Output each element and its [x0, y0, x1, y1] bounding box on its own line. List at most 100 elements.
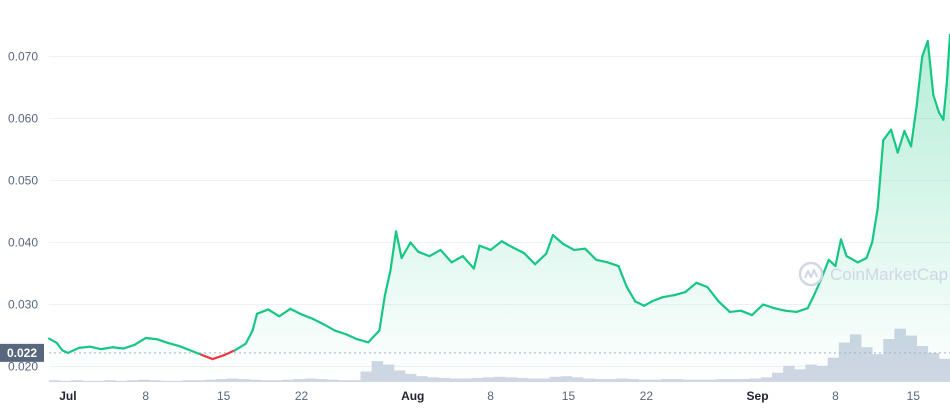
price-segment — [750, 303, 765, 317]
price-segment — [856, 256, 868, 264]
x-tick-label: 22 — [640, 389, 654, 403]
price-segment — [178, 344, 192, 352]
price-segment — [773, 307, 787, 312]
price-segment — [417, 250, 431, 258]
price-segment — [795, 307, 809, 314]
coinmarketcap-watermark: CoinMarketCap — [798, 261, 948, 287]
price-segment — [155, 338, 170, 345]
price-segment — [606, 261, 620, 268]
y-tick-label: 0.050 — [8, 174, 38, 188]
price-segment — [383, 269, 392, 297]
price-segment — [122, 343, 136, 350]
x-axis-ticks: Jul 8 15 22 Aug 8 15 22 Sep 8 15 — [59, 389, 920, 403]
price-segment — [222, 349, 236, 357]
price-segment — [684, 281, 698, 294]
price-segment — [706, 286, 720, 303]
price-segment — [394, 230, 403, 260]
price-segment — [511, 246, 526, 255]
price-segment — [945, 33, 950, 86]
price-segment — [489, 240, 503, 252]
price-segment — [200, 353, 214, 361]
price-segment — [661, 294, 676, 299]
price-segment — [478, 244, 492, 252]
price-segment — [876, 139, 885, 210]
price-segment — [717, 300, 731, 314]
price-segment — [545, 233, 554, 255]
price-segment — [439, 248, 453, 264]
price-segment — [55, 341, 64, 352]
price-segment — [572, 247, 587, 252]
price-segment — [845, 255, 859, 264]
price-segment — [311, 317, 325, 326]
x-tick-label: 15 — [217, 389, 231, 403]
price-segment — [233, 342, 247, 352]
y-tick-label: 0.040 — [8, 236, 38, 250]
price-segment — [522, 251, 537, 266]
x-tick-label: Aug — [401, 389, 424, 403]
price-segment — [932, 93, 940, 114]
price-segment — [450, 255, 464, 264]
price-segment — [739, 309, 754, 317]
y-axis-ticks: 0.020 0.030 0.040 0.050 0.060 0.070 — [8, 50, 38, 374]
price-segment — [472, 244, 481, 270]
price-segment — [728, 309, 742, 314]
price-segment — [909, 104, 918, 148]
price-segment — [903, 129, 913, 148]
price-segment — [673, 291, 687, 297]
price-segment — [634, 300, 646, 307]
price-line — [47, 33, 950, 361]
price-segment — [584, 247, 598, 261]
price-segment — [784, 309, 798, 314]
y-tick-label: 0.020 — [8, 360, 38, 374]
price-segment — [871, 207, 879, 244]
price-segment — [144, 336, 158, 341]
price-segment — [356, 338, 370, 344]
price-segment — [650, 295, 665, 303]
price-segment — [812, 278, 823, 299]
price-segment — [625, 284, 637, 303]
price-segment — [322, 323, 336, 332]
price-segment — [211, 354, 225, 361]
price-segment — [47, 337, 58, 345]
price-segment — [595, 258, 609, 264]
price-area-fill — [49, 34, 950, 383]
coinmarketcap-logo-icon — [798, 261, 824, 287]
price-segment — [461, 255, 476, 270]
price-segment — [896, 129, 906, 154]
price-segment — [926, 39, 935, 97]
current-price-label: 0.022 — [7, 346, 37, 360]
price-segment — [561, 242, 576, 252]
x-tick-label: Sep — [747, 389, 769, 403]
price-segment — [278, 307, 292, 318]
price-segment — [882, 128, 893, 142]
y-tick-label: 0.030 — [8, 298, 38, 312]
price-segment — [921, 39, 929, 58]
current-price-badge: 0.022 — [0, 343, 44, 362]
price-segment — [889, 128, 899, 154]
price-segment — [111, 346, 125, 350]
price-segment — [409, 241, 420, 253]
price-segment — [378, 294, 387, 332]
price-segment — [77, 345, 92, 349]
price-segment — [289, 307, 303, 316]
x-tick-label: 8 — [832, 389, 839, 403]
price-segment — [89, 345, 103, 351]
price-segment — [500, 240, 514, 249]
price-segment — [244, 329, 254, 345]
price-segment — [942, 83, 948, 121]
price-segment — [66, 346, 81, 354]
price-segment — [166, 341, 181, 348]
price-segment — [533, 252, 548, 266]
y-tick-label: 0.070 — [8, 50, 38, 64]
price-segment — [367, 329, 381, 344]
price-segment — [389, 230, 398, 272]
price-segment — [617, 264, 628, 287]
price-segment — [255, 308, 270, 315]
price-segment — [551, 233, 565, 245]
x-tick-label: 8 — [487, 389, 494, 403]
price-segment — [400, 241, 412, 260]
y-tick-label: 0.060 — [8, 112, 38, 126]
price-segment — [806, 295, 815, 310]
price-segment — [100, 346, 114, 351]
